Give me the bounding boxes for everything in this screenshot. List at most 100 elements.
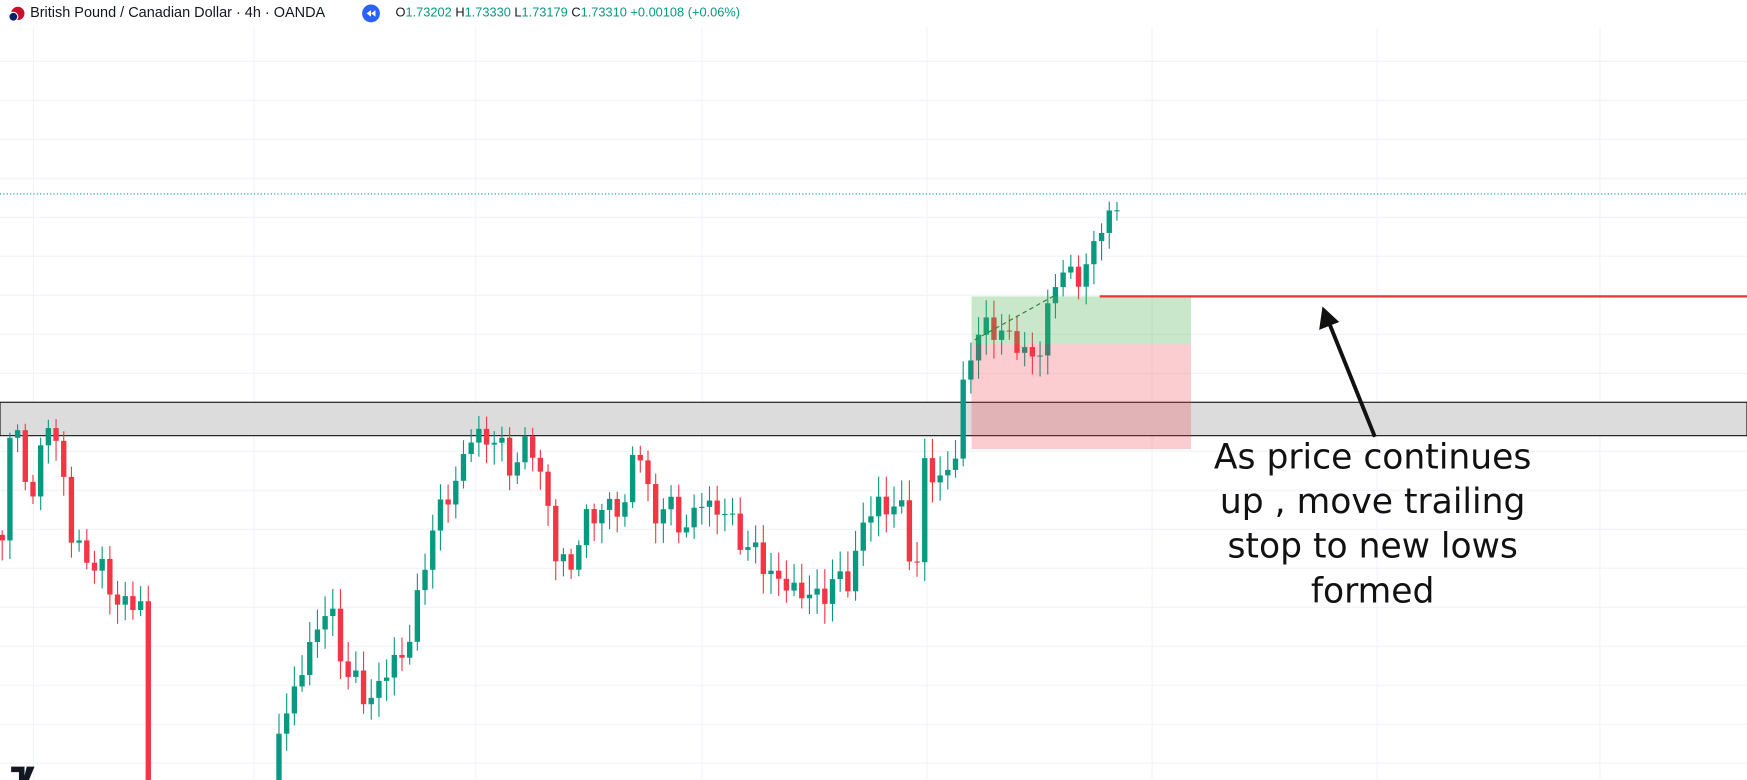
candle-body [1022, 347, 1028, 353]
candle-body [107, 558, 113, 595]
candle-body [1114, 210, 1120, 212]
candle-body [283, 713, 290, 734]
candle-body [61, 440, 67, 477]
candle-body [929, 458, 936, 483]
candle-body [299, 675, 305, 687]
candle-body [606, 498, 613, 510]
candle-body [422, 569, 428, 591]
candle-body [645, 460, 651, 485]
candle-body [622, 502, 628, 517]
candle-body [537, 457, 544, 472]
stop-zone [971, 344, 1192, 450]
candle-body [1068, 266, 1074, 273]
candle-body [591, 509, 597, 524]
candle-body [637, 454, 643, 461]
candle-body [45, 428, 52, 446]
candle-body [1052, 287, 1059, 304]
candle-body [99, 558, 105, 571]
candle-body [91, 562, 98, 571]
header-bg [0, 0, 769, 27]
candle-body [683, 527, 690, 533]
candle-body [706, 500, 713, 507]
candle-body [714, 500, 720, 515]
candle-body [30, 481, 36, 497]
candle-body [1029, 347, 1036, 357]
candle-body [553, 505, 559, 562]
candle-body [768, 570, 774, 575]
candle-body [84, 540, 90, 563]
candle-body [660, 509, 667, 524]
candle-body [806, 594, 813, 599]
candle-body [1083, 264, 1089, 287]
candle-body [399, 654, 405, 658]
candle-body [368, 697, 374, 705]
ohlc-value: 1.73202 [405, 5, 451, 20]
candle-body [914, 561, 920, 563]
candle-body [737, 513, 743, 550]
candle-body [791, 582, 797, 591]
candle-body [407, 641, 413, 658]
ohlc-value: 1.73330 [465, 5, 511, 20]
candle-body [891, 506, 897, 515]
candle-body [114, 594, 121, 605]
arrow-shaft [1327, 322, 1377, 438]
candle-body [822, 588, 828, 604]
candle-body [1037, 355, 1043, 357]
candle-body [868, 516, 874, 523]
candle-body [1045, 303, 1051, 356]
candle-body [353, 670, 359, 677]
candle-body [314, 629, 321, 643]
candle-body [76, 540, 82, 543]
candle-body [937, 475, 943, 483]
candle-body [545, 471, 551, 506]
candle-body [653, 484, 659, 524]
candle-body [799, 582, 805, 599]
candle-body [676, 496, 682, 533]
candle-body [145, 601, 151, 780]
candle-body [983, 317, 989, 335]
candles [0, 201, 1120, 780]
annotation-line: As price continues [1214, 438, 1532, 478]
candle-body [560, 554, 567, 562]
candle-body [906, 500, 913, 562]
candle-body [814, 588, 820, 595]
candle-body [530, 436, 536, 458]
replay-icon [366, 10, 376, 17]
candle-body [960, 379, 966, 459]
candle-body [975, 334, 982, 361]
flag-icon [8, 11, 19, 22]
candle-body [291, 686, 298, 714]
ohlc-label: C [571, 5, 580, 20]
candle-body [322, 616, 328, 630]
candle-body [776, 570, 782, 579]
candle-body [1060, 272, 1066, 288]
ohlc-value: 1.73310 [581, 5, 627, 20]
candle-body [68, 476, 75, 543]
candle-body [583, 509, 590, 546]
candle-body [7, 437, 13, 541]
arrow-head [1319, 306, 1340, 330]
candle-body [875, 496, 882, 517]
ohlc-values: O1.73202 H1.73330 L1.73179 C1.73310 +0.0… [396, 5, 740, 20]
trade-path [974, 295, 1054, 341]
candle-body [22, 430, 28, 482]
change-value: +0.00108 (+0.06%) [630, 5, 740, 20]
ohlc-label: H [455, 5, 464, 20]
candle-body [460, 454, 467, 481]
candle-body [922, 458, 928, 563]
candle-body [514, 462, 520, 476]
candle-body [383, 677, 390, 681]
candle-body [1075, 266, 1082, 287]
candle-body [860, 522, 866, 551]
candle-body [1106, 210, 1112, 233]
annotation-line: up , move trailing [1220, 482, 1526, 522]
candle-body [699, 506, 705, 508]
profit-zone [971, 296, 1192, 345]
candle-body [430, 530, 436, 570]
candle-body [130, 596, 136, 611]
candle-body [345, 661, 351, 677]
candle-body [276, 733, 282, 780]
candle-body [437, 499, 444, 531]
